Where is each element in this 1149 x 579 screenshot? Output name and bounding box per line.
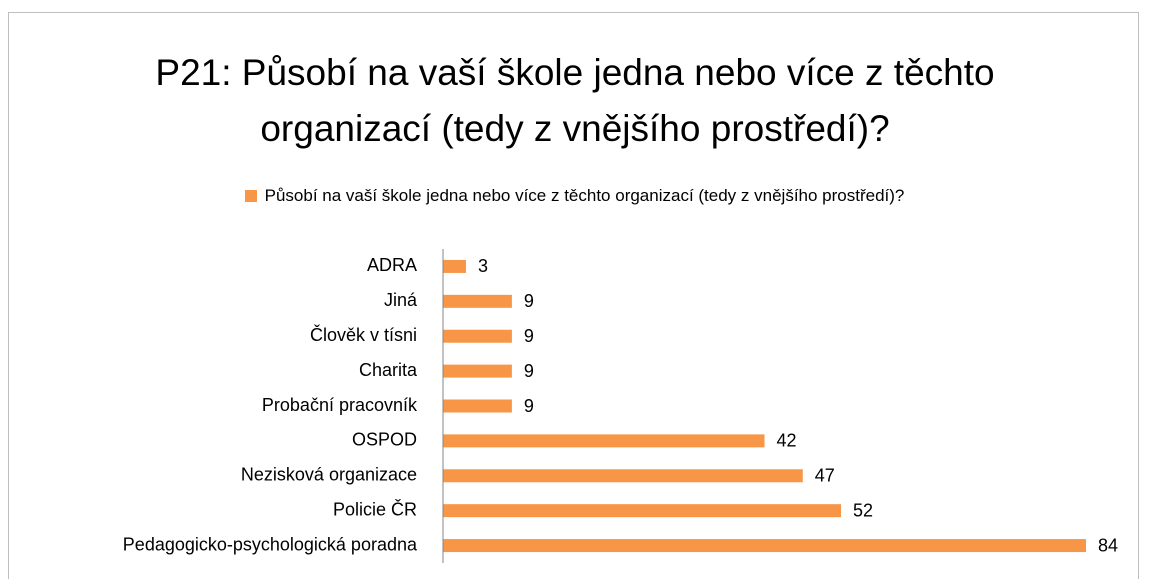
- data-label: 9: [524, 396, 534, 416]
- data-label: 3: [478, 256, 488, 276]
- y-tick-label: Charita: [359, 360, 418, 380]
- y-tick-label: Probační pracovník: [262, 395, 418, 415]
- chart-frame: [8, 12, 1139, 579]
- y-tick-label: Policie ČR: [333, 498, 417, 519]
- bar: [443, 434, 765, 448]
- chart-title: P21: Působí na vaší škole jedna nebo víc…: [155, 52, 995, 149]
- y-tick-label: Pedagogicko-psychologická poradna: [123, 534, 418, 554]
- bar: [443, 399, 512, 413]
- data-label: 84: [1098, 535, 1118, 555]
- y-tick-label: ADRA: [367, 255, 417, 275]
- bar: [443, 469, 803, 483]
- data-label: 47: [815, 466, 835, 486]
- bar: [443, 539, 1086, 553]
- y-tick-label: Nezisková organizace: [241, 465, 417, 485]
- data-label: 9: [524, 291, 534, 311]
- bar: [443, 294, 512, 308]
- bar: [443, 504, 842, 518]
- data-label: 9: [524, 326, 534, 346]
- y-tick-label: OSPOD: [352, 430, 417, 450]
- bar: [443, 259, 466, 273]
- bar: [443, 364, 512, 378]
- legend: Působí na vaší škole jedna nebo více z t…: [0, 186, 1149, 206]
- data-label: 42: [777, 431, 797, 451]
- legend-label: Působí na vaší škole jedna nebo více z t…: [264, 186, 905, 205]
- data-label: 52: [853, 500, 873, 520]
- bar: [443, 329, 512, 343]
- data-label: 9: [524, 361, 534, 381]
- y-tick-label: Jiná: [384, 290, 418, 310]
- legend-swatch: [244, 190, 257, 202]
- y-tick-label: Člověk v tísni: [310, 324, 417, 345]
